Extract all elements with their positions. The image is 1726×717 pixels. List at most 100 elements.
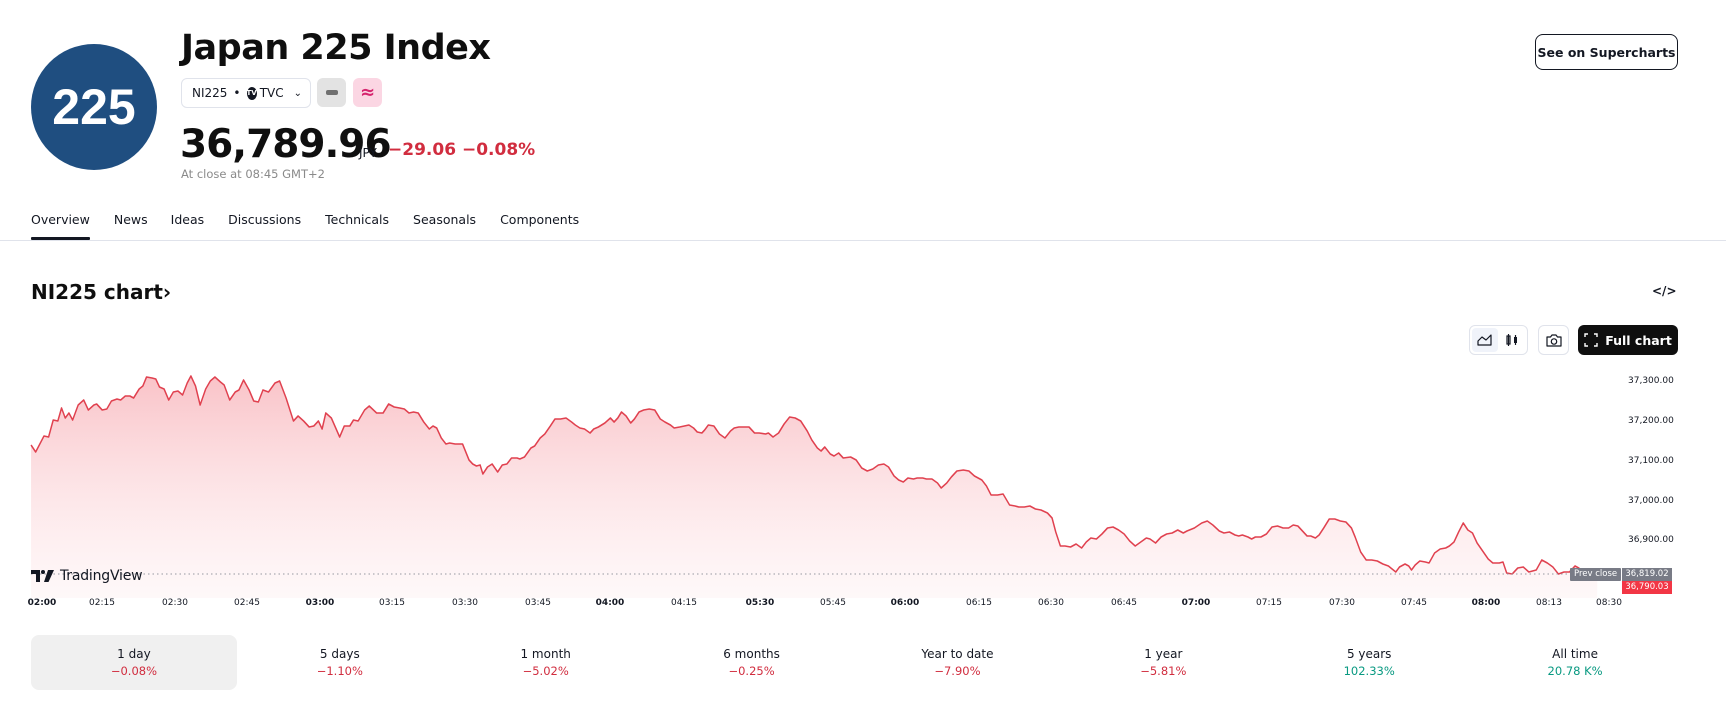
period-6-months[interactable]: 6 months −0.25% [649,635,855,690]
see-on-supercharts-button[interactable]: See on Supercharts [1535,34,1678,70]
tradingview-logo-icon [31,570,54,582]
exchange-label: TVC [259,86,284,100]
change-percent: −0.08% [461,140,536,160]
candlestick-icon [1506,334,1518,346]
candles-chart-button[interactable] [1500,328,1526,352]
y-tick: 37,200.00 [1628,416,1674,426]
x-tick: 08:00 [1471,598,1501,608]
market-close-note: At close at 08:45 GMT+2 [181,167,325,181]
tab-technicals[interactable]: Technicals [325,212,390,227]
x-axis: 02:00 02:15 02:30 02:45 03:00 03:15 03:3… [0,598,1726,612]
x-tick: 07:15 [1256,598,1282,608]
y-tick: 37,300.00 [1628,376,1674,386]
tabs-divider [0,240,1726,241]
chevron-down-icon: ⌄ [293,87,303,99]
x-tick: 05:30 [745,598,775,608]
page-title: Japan 225 Index [181,28,491,68]
prev-close-label: Prev close [1570,568,1622,581]
period-label: All time [1552,647,1598,661]
period-change: −5.02% [522,664,569,678]
camera-icon [1545,333,1562,347]
area-chart-icon [1477,334,1492,346]
x-tick: 04:00 [595,598,625,608]
period-label: Year to date [921,647,994,661]
currency-label: JPY [359,146,377,160]
minus-icon [325,90,338,95]
period-1-day[interactable]: 1 day −0.08% [31,635,237,690]
period-year-to-date[interactable]: Year to date −7.90% [855,635,1061,690]
prev-close-value: 36,819.02 [1622,568,1672,581]
separator-dot: • [233,86,241,100]
x-tick: 08:30 [1596,598,1622,608]
period-5-days[interactable]: 5 days −1.10% [237,635,443,690]
x-tick: 06:45 [1111,598,1137,608]
x-tick: 04:15 [671,598,697,608]
price-line [30,375,1598,576]
x-tick: 03:00 [305,598,335,608]
period-label: 5 years [1346,647,1392,661]
price-area-fill [31,376,1598,598]
area-chart-button[interactable] [1472,328,1498,352]
period-change: −0.25% [728,664,775,678]
x-tick: 05:45 [820,598,846,608]
full-chart-button[interactable]: Full chart [1578,325,1678,355]
y-tick: 36,900.00 [1628,535,1674,545]
price-chart[interactable] [0,360,1726,600]
delayed-data-badge[interactable]: ≈ [353,78,382,107]
x-tick: 02:30 [162,598,188,608]
x-tick: 02:45 [234,598,260,608]
x-tick: 03:45 [525,598,551,608]
x-tick: 02:00 [27,598,57,608]
tab-components[interactable]: Components [500,212,580,227]
period-change: −0.08% [110,664,158,678]
change-absolute: −29.06 [388,140,457,160]
x-tick: 02:15 [89,598,115,608]
tab-news[interactable]: News [113,212,148,227]
tab-ideas[interactable]: Ideas [170,212,205,227]
period-1-month[interactable]: 1 month −5.02% [443,635,649,690]
period-all-time[interactable]: All time 20.78 K% [1472,635,1678,690]
x-tick: 03:30 [452,598,478,608]
tab-overview[interactable]: Overview [31,212,90,240]
period-label: 1 month [520,647,571,661]
full-chart-label: Full chart [1605,332,1672,348]
market-status-badge[interactable] [317,78,346,107]
period-1-year[interactable]: 1 year −5.81% [1060,635,1266,690]
period-label: 5 days [319,647,360,661]
symbol-tabs: Overview News Ideas Discussions Technica… [31,212,580,240]
period-change: −1.10% [316,664,363,678]
period-label: 1 day [117,647,151,661]
period-label: 1 year [1144,647,1183,661]
logo-text: 225 [52,79,136,135]
symbol-exchange-selector[interactable]: NI225 • TV TVC ⌄ [181,78,311,108]
period-change: −7.90% [934,664,981,678]
x-tick: 07:45 [1401,598,1427,608]
period-5-years[interactable]: 5 years 102.33% [1266,635,1472,690]
period-change: 20.78 K% [1547,664,1603,678]
x-tick: 06:00 [890,598,920,608]
snapshot-button[interactable] [1538,325,1569,355]
last-price: 36,789.96 [180,122,392,167]
x-tick: 03:15 [379,598,405,608]
tradingview-watermark[interactable]: TradingView [31,568,143,584]
period-change: 102.33% [1343,664,1395,678]
price-change: −29.06 −0.08% [388,140,535,160]
last-value-label: 36,790.03 [1622,581,1672,594]
x-tick: 06:30 [1038,598,1064,608]
tradingview-exchange-icon: TV [246,86,257,100]
tab-discussions[interactable]: Discussions [228,212,302,227]
embed-code-icon[interactable]: </> [1652,284,1677,298]
performance-periods: 1 day −0.08% 5 days −1.10% 1 month −5.02… [31,635,1678,690]
x-tick: 07:30 [1329,598,1355,608]
y-tick: 37,100.00 [1628,456,1674,466]
tab-seasonals[interactable]: Seasonals [413,212,477,227]
period-change: −5.81% [1140,664,1187,678]
chart-title-link[interactable]: NI225 chart› [31,280,172,304]
x-tick: 08:13 [1536,598,1562,608]
period-label: 6 months [723,647,780,661]
chart-type-toggle [1469,325,1528,355]
symbol-logo: 225 [31,44,157,170]
symbol-label: NI225 [192,86,228,100]
x-tick: 06:15 [966,598,992,608]
x-tick: 07:00 [1181,598,1211,608]
